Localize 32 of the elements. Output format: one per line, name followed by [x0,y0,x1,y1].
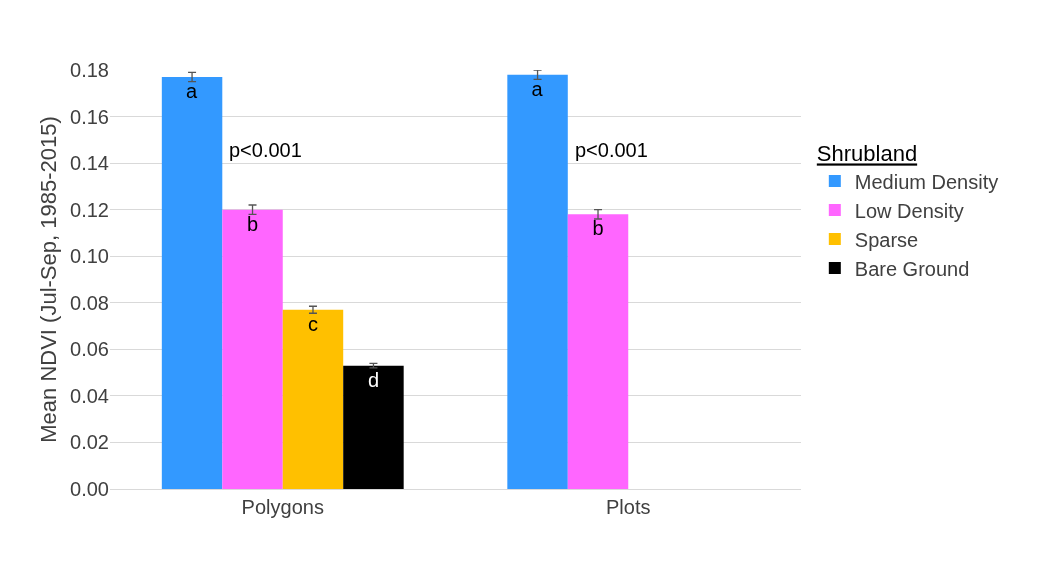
y-tick-label: 0.10 [70,245,109,268]
data-label: c [307,312,318,335]
y-axis-title: Mean NDVI (Jul-Sep, 1985-2015) [36,116,61,443]
legend-label: Bare Ground [854,257,970,280]
bar [222,209,283,489]
bar [282,309,344,489]
y-tick-label: 0.08 [70,291,109,314]
legend-label: Medium Density [854,170,999,193]
bar [567,214,629,489]
legend-title: Shrubland [816,141,918,167]
legend-label: Low Density [854,199,964,222]
y-tick-label: 0.16 [70,105,109,128]
data-label: d [367,368,380,391]
y-tick-label: 0.06 [70,338,109,361]
x-tick-label: Polygons [241,496,324,518]
y-tick-label: 0.14 [70,152,109,175]
bar [161,76,223,489]
y-tick-label: 0.02 [70,431,109,454]
annotation: p<0.001 [229,139,302,161]
y-tick-label: 0.00 [70,478,109,500]
y-tick-label: 0.12 [70,198,109,221]
annotation: p<0.001 [575,139,648,161]
y-tick-label: 0.04 [70,384,109,407]
data-label: b [246,212,259,235]
bar [507,74,568,489]
bar [343,365,404,489]
y-tick-label: 0.18 [70,59,109,81]
legend-label: Sparse [854,228,919,251]
data-label: a [531,77,544,100]
data-label: b [592,217,604,240]
x-tick-label: Plots [606,496,651,518]
data-label: a [186,79,199,102]
